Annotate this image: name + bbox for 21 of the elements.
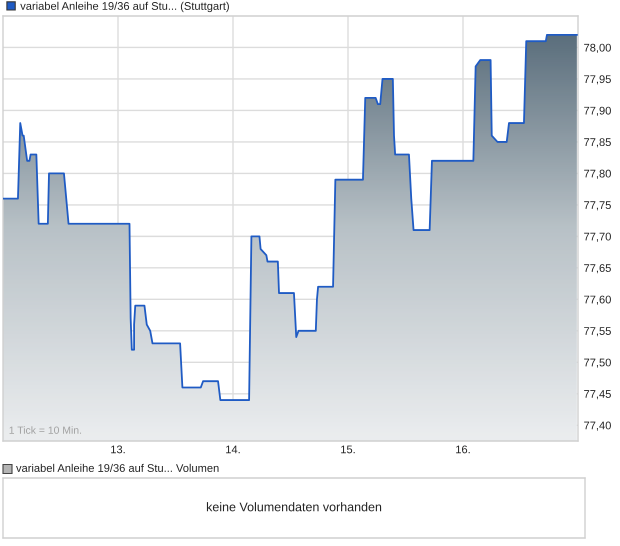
y-tick-label: 77,50 <box>584 358 611 368</box>
y-tick-label: 77,90 <box>584 106 611 116</box>
y-tick-label: 77,70 <box>584 232 611 242</box>
y-tick-label: 77,85 <box>584 138 611 148</box>
x-tick-label: 14. <box>226 446 240 454</box>
x-tick-label: 16. <box>456 445 470 454</box>
text: variabel Anleihe 19/36 auf Stu... Volumen <box>16 464 219 472</box>
y-tick-label: 77,65 <box>584 264 611 274</box>
text: keine Volumendaten vorhanden <box>206 502 382 512</box>
annotation: 1 Tick = 10 Min. <box>10 426 82 434</box>
x-tick-label: 13. <box>111 445 125 454</box>
y-tick-label: 77,55 <box>584 327 611 336</box>
y-tick-label: 77,40 <box>584 422 611 431</box>
y-tick-label: 77,60 <box>584 296 611 305</box>
y-tick-label: 77,45 <box>584 390 611 400</box>
y-tick-label: 77,75 <box>584 201 611 210</box>
y-tick-label: 77,80 <box>584 170 611 179</box>
y-tick-label: 77,95 <box>584 75 611 84</box>
y-tick-label: 78,00 <box>584 44 611 53</box>
legend-label: variabel Anleihe 19/36 auf Stu... (Stuttgart) <box>20 2 229 12</box>
x-tick-label: 15. <box>341 446 355 454</box>
